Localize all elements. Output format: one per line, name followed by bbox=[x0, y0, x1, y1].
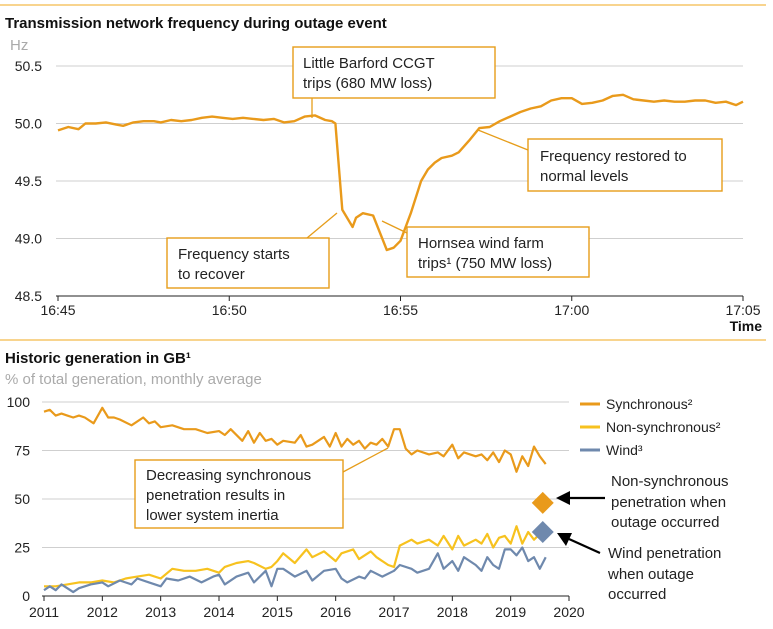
y-tick-label: 75 bbox=[14, 443, 30, 459]
annotation-line: to recover bbox=[178, 266, 245, 283]
wind-line bbox=[43, 546, 547, 594]
annotation-line: Hornsea wind farm bbox=[418, 235, 544, 252]
chart2-markers bbox=[531, 491, 554, 543]
chart1-title: Transmission network frequency during ou… bbox=[5, 15, 387, 32]
x-tick-label: 16:55 bbox=[383, 302, 418, 318]
annotation-line: trips¹ (750 MW loss) bbox=[418, 255, 552, 272]
legend-label-non-synchronous: Non-synchronous² bbox=[606, 419, 721, 435]
annotation-line: normal levels bbox=[540, 168, 628, 185]
legend-label-synchronous: Synchronous² bbox=[606, 396, 693, 412]
side-note-line: occurred bbox=[608, 586, 666, 603]
side-note-line: when outage bbox=[607, 566, 694, 583]
y-tick-label: 50 bbox=[14, 491, 30, 507]
annotation-connector bbox=[477, 129, 529, 151]
y-tick-label: 49.0 bbox=[15, 231, 42, 247]
x-tick-label: 16:50 bbox=[212, 302, 247, 318]
chart2-gridlines bbox=[42, 401, 569, 597]
chart2-series bbox=[43, 406, 547, 594]
y-tick-label: 48.5 bbox=[15, 288, 42, 304]
chart1-x-ticks: 16:45 16:50 16:55 17:00 17:05 bbox=[40, 296, 761, 318]
x-tick-label: 2015 bbox=[262, 604, 293, 620]
annotation-line: Decreasing synchronous bbox=[146, 467, 311, 484]
chart1-ylabel: Hz bbox=[10, 37, 28, 54]
chart1-series bbox=[57, 93, 744, 252]
y-tick-label: 49.5 bbox=[15, 173, 42, 189]
side-note-non-synchronous: Non-synchronous penetration when outage … bbox=[611, 473, 729, 531]
synchronous-line bbox=[43, 406, 547, 473]
x-tick-label: 2017 bbox=[378, 604, 409, 620]
side-note-line: Non-synchronous bbox=[611, 473, 729, 490]
x-tick-label: 2012 bbox=[87, 604, 118, 620]
side-note-line: Wind penetration bbox=[608, 545, 721, 562]
chart2-x-ticks: 2011 2012 2013 2014 2015 2016 2017 2018 2019 2020 bbox=[29, 596, 585, 620]
x-tick-label: 2020 bbox=[553, 604, 584, 620]
x-tick-label: 2016 bbox=[320, 604, 351, 620]
y-tick-label: 0 bbox=[22, 588, 30, 604]
y-tick-label: 50.5 bbox=[15, 58, 42, 74]
annotation-connector bbox=[342, 447, 389, 473]
annotation-connector bbox=[381, 220, 408, 234]
annotation-line: Frequency restored to bbox=[540, 148, 687, 165]
frequency-line bbox=[57, 93, 744, 252]
chart2-legend: Synchronous² Non-synchronous² Wind³ bbox=[580, 396, 721, 458]
annotation-connector bbox=[306, 212, 338, 239]
y-tick-label: 50.0 bbox=[15, 116, 42, 132]
chart2-ylabel: % of total generation, monthly average bbox=[5, 371, 262, 388]
annotation-decreasing-synchronous: Decreasing synchronous penetration resul… bbox=[134, 459, 344, 529]
x-tick-label: 2018 bbox=[437, 604, 468, 620]
chart1-y-ticks: 48.5 49.0 49.5 50.0 50.5 bbox=[15, 58, 42, 304]
annotation-hornsea: Hornsea wind farm trips¹ (750 MW loss) bbox=[406, 226, 590, 278]
annotation-line: Little Barford CCGT bbox=[303, 55, 435, 72]
legend-label-wind: Wind³ bbox=[606, 442, 643, 458]
x-tick-label: 16:45 bbox=[40, 302, 75, 318]
side-note-line: penetration when bbox=[611, 494, 726, 511]
arrow-wind bbox=[557, 533, 601, 555]
chart2-y-ticks: 0 25 50 75 100 bbox=[7, 394, 31, 604]
chart1-xlabel: Time bbox=[730, 318, 763, 334]
marker-non-synchronous-outage bbox=[531, 491, 554, 514]
y-tick-label: 100 bbox=[7, 394, 31, 410]
side-note-wind: Wind penetration when outage occurred bbox=[607, 545, 721, 603]
x-tick-label: 2011 bbox=[29, 604, 59, 620]
annotation-frequency-restored: Frequency restored to normal levels bbox=[527, 138, 723, 192]
non-synchronous-line bbox=[44, 525, 547, 588]
annotation-line: lower system inertia bbox=[146, 507, 279, 524]
annotation-little-barford: Little Barford CCGT trips (680 MW loss) bbox=[292, 46, 496, 99]
x-tick-label: 2019 bbox=[495, 604, 526, 620]
y-tick-label: 25 bbox=[14, 540, 30, 556]
annotation-line: trips (680 MW loss) bbox=[303, 75, 432, 92]
annotation-frequency-recover: Frequency starts to recover bbox=[166, 237, 330, 289]
annotation-line: Frequency starts bbox=[178, 246, 290, 263]
side-note-line: outage occurred bbox=[611, 514, 719, 531]
chart2-title: Historic generation in GB¹ bbox=[5, 350, 191, 367]
arrow-non-synchronous bbox=[556, 491, 605, 505]
x-tick-label: 17:05 bbox=[725, 302, 760, 318]
marker-wind-outage bbox=[531, 520, 554, 543]
x-tick-label: 2014 bbox=[203, 604, 234, 620]
x-tick-label: 2013 bbox=[145, 604, 176, 620]
x-tick-label: 17:00 bbox=[554, 302, 589, 318]
annotation-line: penetration results in bbox=[146, 487, 285, 504]
